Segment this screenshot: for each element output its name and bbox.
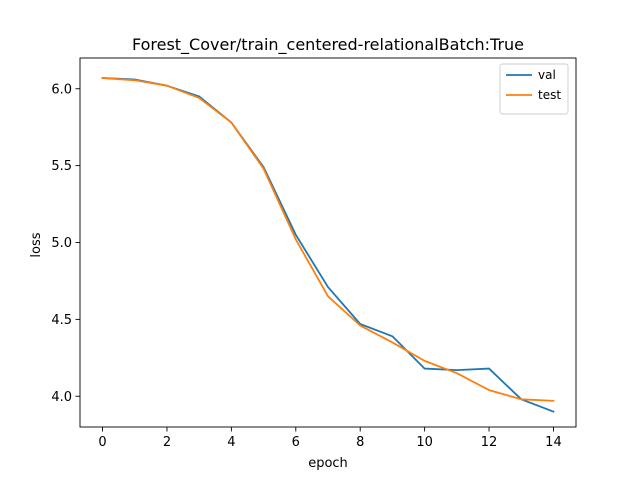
y-tick-label: 5.5: [51, 159, 72, 174]
legend-label-test: test: [538, 88, 561, 102]
series-line-test: [101, 77, 555, 402]
x-tick-label: 6: [292, 435, 300, 450]
y-axis-title: loss: [29, 232, 44, 257]
legend-label-val: val: [538, 68, 556, 82]
x-axis-title: epoch: [308, 456, 348, 471]
y-tick-label: 4.5: [51, 313, 72, 328]
y-tick-label: 6.0: [51, 82, 72, 97]
x-tick-label: 2: [163, 435, 171, 450]
x-tick-label: 8: [356, 435, 364, 450]
x-tick-label: 10: [416, 435, 433, 450]
legend-box: [499, 63, 569, 115]
y-tick-label: 4.0: [51, 390, 72, 405]
x-tick-label: 14: [545, 435, 562, 450]
y-tick-label: 5.0: [51, 236, 72, 251]
x-tick-label: 12: [481, 435, 498, 450]
x-tick-label: 0: [98, 435, 106, 450]
x-tick-label: 4: [227, 435, 235, 450]
chart-title: Forest_Cover/train_centered-relationalBa…: [132, 35, 524, 55]
plot-area: 0 2 4 6 8 10 12 14 4.0 4.5 5.0 5.5 6.0: [51, 57, 577, 450]
legend: val test: [499, 63, 569, 115]
